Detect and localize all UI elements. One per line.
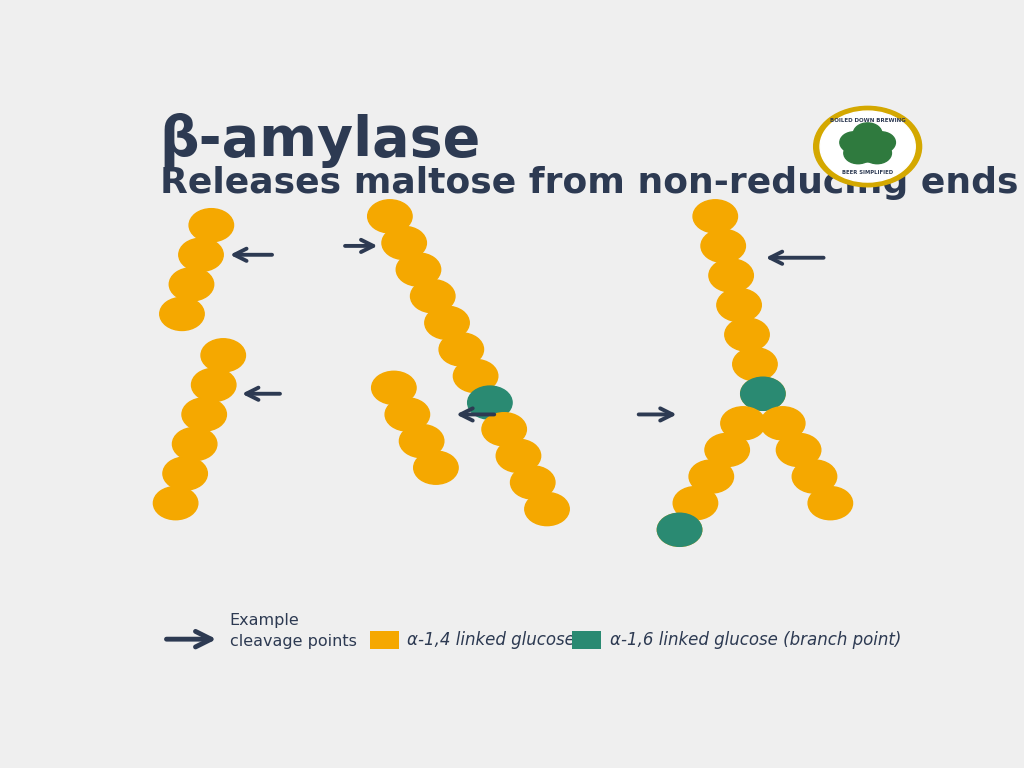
Text: BEER SIMPLIFIED: BEER SIMPLIFIED (842, 170, 893, 175)
Circle shape (853, 141, 882, 162)
Text: α-1,6 linked glucose (branch point): α-1,6 linked glucose (branch point) (609, 631, 901, 650)
Circle shape (657, 513, 701, 546)
Circle shape (725, 318, 769, 351)
Text: BOILED DOWN BREWING: BOILED DOWN BREWING (829, 118, 905, 123)
Circle shape (863, 142, 892, 164)
Text: β-amylase: β-amylase (160, 113, 481, 168)
Circle shape (160, 297, 204, 330)
Circle shape (740, 377, 785, 410)
Circle shape (709, 259, 754, 292)
Circle shape (840, 132, 868, 153)
Circle shape (820, 111, 915, 182)
Circle shape (733, 348, 777, 381)
Bar (572, 631, 601, 649)
Circle shape (524, 492, 569, 525)
Circle shape (689, 460, 733, 493)
Circle shape (761, 407, 805, 440)
Circle shape (867, 132, 895, 153)
Circle shape (399, 425, 443, 458)
Text: Example
cleavage points: Example cleavage points (229, 614, 356, 650)
Circle shape (673, 487, 718, 520)
Circle shape (705, 433, 750, 466)
Circle shape (844, 142, 872, 164)
Circle shape (721, 407, 765, 440)
Circle shape (425, 306, 469, 339)
Circle shape (717, 289, 761, 322)
Circle shape (385, 398, 430, 431)
Circle shape (853, 123, 882, 144)
Circle shape (693, 200, 737, 233)
Circle shape (497, 439, 541, 472)
Circle shape (740, 377, 785, 410)
Circle shape (169, 268, 214, 301)
Circle shape (368, 200, 412, 233)
Circle shape (468, 386, 512, 419)
Text: Releases maltose from non-reducing ends: Releases maltose from non-reducing ends (160, 166, 1018, 200)
Circle shape (439, 333, 483, 366)
Circle shape (701, 230, 745, 263)
Circle shape (182, 398, 226, 431)
Circle shape (776, 433, 821, 466)
Circle shape (201, 339, 246, 372)
Circle shape (454, 359, 498, 392)
Circle shape (179, 238, 223, 271)
Circle shape (372, 371, 416, 405)
Bar (370, 631, 398, 649)
Circle shape (191, 369, 236, 402)
Circle shape (382, 227, 426, 260)
Circle shape (154, 487, 198, 520)
Circle shape (482, 412, 526, 445)
Circle shape (808, 487, 853, 520)
Circle shape (163, 457, 207, 490)
Circle shape (411, 280, 455, 313)
Circle shape (396, 253, 440, 286)
Circle shape (189, 209, 233, 242)
Circle shape (657, 513, 701, 546)
Circle shape (814, 106, 922, 187)
Text: α-1,4 linked glucose: α-1,4 linked glucose (408, 631, 575, 650)
Circle shape (511, 466, 555, 499)
Circle shape (414, 451, 458, 485)
Circle shape (172, 428, 217, 461)
Circle shape (793, 460, 837, 493)
